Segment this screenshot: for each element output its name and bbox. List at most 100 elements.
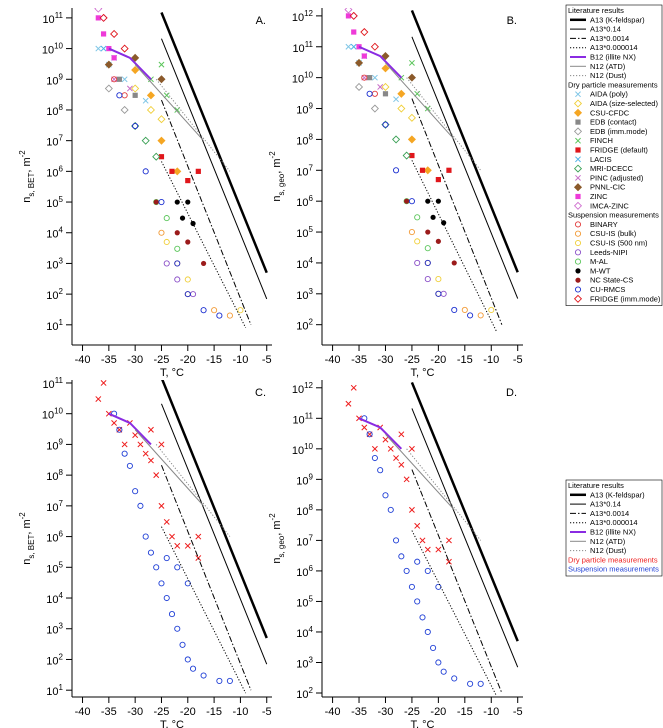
legend-label: CU-RMCS xyxy=(590,285,625,294)
y-tick-base: 10 xyxy=(42,410,54,422)
marker xyxy=(185,239,191,245)
marker xyxy=(132,92,138,98)
reference-line xyxy=(161,380,268,639)
marker xyxy=(393,537,400,544)
y-label-sup: -2 xyxy=(18,150,27,158)
y-tick-exponent: 9 xyxy=(309,472,314,481)
marker xyxy=(381,64,390,73)
marker xyxy=(200,672,207,679)
marker xyxy=(371,90,378,97)
y-tick-label: 104 xyxy=(46,226,63,241)
marker xyxy=(158,154,165,160)
marker xyxy=(142,533,149,540)
reference-line xyxy=(161,161,247,329)
y-tick-exponent: 1 xyxy=(59,683,64,692)
y-label-sub: s, geo xyxy=(277,535,286,557)
marker xyxy=(120,105,129,115)
marker xyxy=(126,85,133,92)
y-tick-label: 1010 xyxy=(292,71,314,86)
marker xyxy=(573,108,583,117)
marker xyxy=(158,61,165,68)
marker xyxy=(174,199,180,205)
marker xyxy=(414,90,421,97)
reference-line xyxy=(161,99,252,326)
marker xyxy=(451,260,457,266)
marker xyxy=(354,58,364,67)
marker xyxy=(349,11,358,20)
legend-label: AIDA (poly) xyxy=(590,90,628,99)
marker xyxy=(366,90,373,97)
panel: -40 -35 -30 -25 -20 -15 -10 -510110210310410510… xyxy=(18,8,272,379)
x-axis-label: T, °C xyxy=(411,719,435,728)
marker xyxy=(575,268,581,274)
marker xyxy=(409,152,415,159)
y-tick-exponent: 6 xyxy=(59,164,64,173)
marker xyxy=(153,472,160,479)
marker xyxy=(226,312,233,319)
panel: -40 -35 -30 -25 -20 -15 -10 -510210310410510610… xyxy=(268,380,523,728)
marker xyxy=(152,152,161,161)
marker xyxy=(408,59,415,66)
x-tick-label: -10 xyxy=(232,354,248,366)
y-tick-base: 10 xyxy=(46,106,58,118)
y-tick-exponent: 3 xyxy=(59,256,64,265)
marker xyxy=(126,462,133,469)
reference-line xyxy=(385,62,455,140)
marker xyxy=(345,13,352,19)
reference-line xyxy=(411,530,497,697)
marker xyxy=(137,502,144,509)
marker xyxy=(174,230,180,236)
x-tick-label: -30 xyxy=(378,706,394,718)
marker xyxy=(574,221,582,228)
marker xyxy=(179,215,186,221)
y-tick-exponent: 8 xyxy=(309,132,314,141)
y-tick-label: 101 xyxy=(46,318,63,333)
y-tick-base: 10 xyxy=(42,379,54,391)
marker xyxy=(408,229,415,236)
x-tick-label: -15 xyxy=(457,354,473,366)
marker xyxy=(419,537,426,544)
reference-line xyxy=(108,47,152,80)
marker xyxy=(382,436,389,443)
marker xyxy=(195,533,202,540)
legend-label: N12 (Dust) xyxy=(590,71,627,80)
marker xyxy=(100,45,107,52)
marker xyxy=(574,286,582,293)
y-tick-base: 10 xyxy=(46,440,58,452)
y-tick-label: 104 xyxy=(46,591,63,606)
y-tick-base: 10 xyxy=(296,321,308,333)
legend-label: N12 (Dust) xyxy=(590,546,627,555)
y-tick-base: 10 xyxy=(296,628,308,640)
y-label-sub: s, geo xyxy=(277,173,286,195)
y-tick-exponent: 5 xyxy=(309,225,314,234)
y-label-sup: -2 xyxy=(268,151,277,159)
marker xyxy=(173,167,182,176)
y-tick-exponent: 12 xyxy=(304,381,313,390)
marker xyxy=(435,238,441,244)
legend-label: M-AL xyxy=(590,257,608,266)
marker xyxy=(387,506,394,513)
y-tick-exponent: 11 xyxy=(55,376,64,385)
marker xyxy=(131,65,140,75)
y-tick-base: 10 xyxy=(46,533,58,545)
plot-area xyxy=(344,8,519,332)
marker xyxy=(403,567,410,574)
marker xyxy=(477,312,484,319)
y-tick-base: 10 xyxy=(292,445,304,457)
legend-label: Leeds-NIPI xyxy=(590,248,628,257)
marker xyxy=(382,121,389,128)
marker xyxy=(184,276,191,283)
marker xyxy=(435,276,442,283)
marker xyxy=(377,83,384,90)
y-tick-label: 104 xyxy=(296,625,313,640)
panel: -40 -35 -30 -25 -20 -15 -10 -510210310410510610… xyxy=(268,8,523,379)
legend-label: A13*0.14 xyxy=(590,500,621,509)
legend-label: EDB (imm.mode) xyxy=(590,127,648,136)
y-tick-base: 10 xyxy=(296,166,308,178)
legend-label: A13 (K-feldspar) xyxy=(590,490,645,499)
y-tick-exponent: 9 xyxy=(59,72,64,81)
legend-label: FINCH xyxy=(590,136,613,145)
y-tick-exponent: 8 xyxy=(59,468,64,477)
x-tick-label: -5 xyxy=(513,354,523,366)
marker xyxy=(354,82,364,91)
